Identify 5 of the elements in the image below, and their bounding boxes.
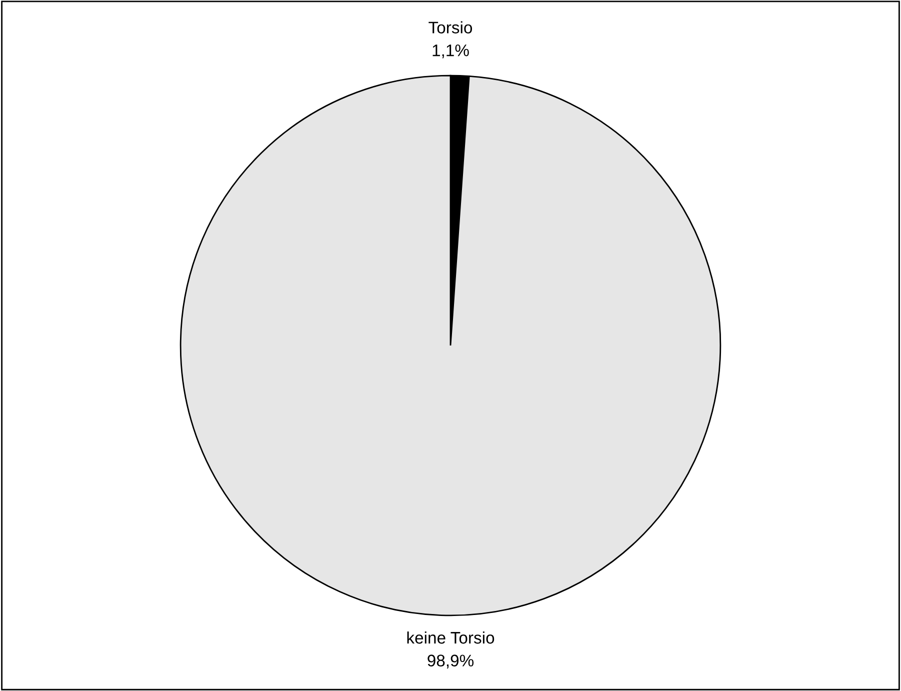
data-label: 98,9% (428, 654, 474, 668)
pie-slice (180, 74, 722, 616)
slice-label: Torsio (428, 21, 472, 34)
data-label: 1,1% (432, 44, 469, 58)
slice-label: keine Torsio (407, 631, 494, 644)
